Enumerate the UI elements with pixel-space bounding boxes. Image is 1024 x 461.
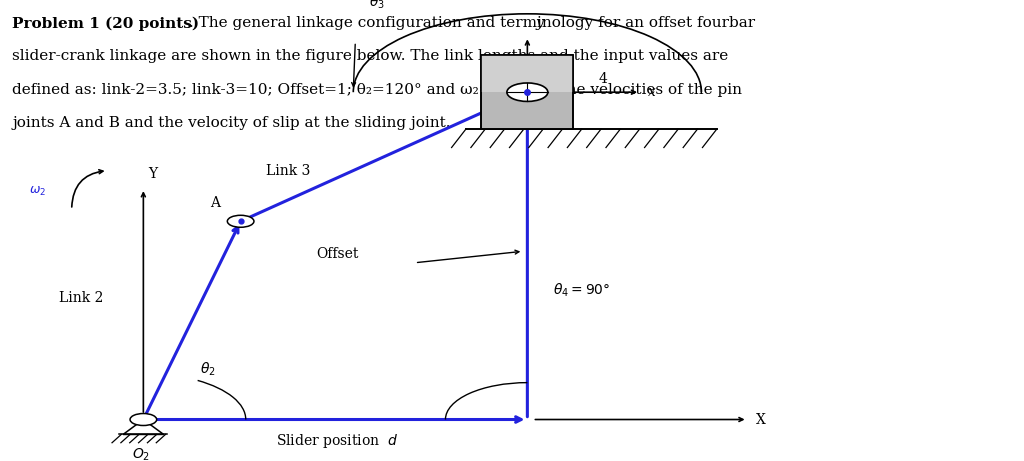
- Text: Link 3: Link 3: [266, 164, 310, 178]
- Text: y: y: [536, 16, 544, 30]
- Text: joints A and B and the velocity of slip at the sliding joint.: joints A and B and the velocity of slip …: [12, 116, 451, 130]
- Text: $\theta_3$: $\theta_3$: [369, 0, 384, 12]
- Circle shape: [507, 83, 548, 101]
- Bar: [481, 55, 573, 129]
- Text: $\omega_2$: $\omega_2$: [29, 184, 46, 198]
- Circle shape: [130, 414, 157, 426]
- Text: defined as: link-2=3.5; link-3=10; Offset=1; θ₂=120° and ω₂=24. Find the velocit: defined as: link-2=3.5; link-3=10; Offse…: [12, 83, 742, 96]
- Text: Y: Y: [148, 167, 158, 181]
- Text: Slider position  $d$: Slider position $d$: [276, 432, 398, 450]
- Text: Offset: Offset: [316, 247, 358, 261]
- Text: Problem 1 (20 points): Problem 1 (20 points): [12, 16, 200, 30]
- Text: 4: 4: [599, 72, 608, 86]
- Text: Link 2: Link 2: [59, 291, 103, 305]
- Text: x: x: [648, 85, 656, 99]
- Text: A: A: [210, 196, 220, 211]
- Text: X: X: [756, 413, 766, 426]
- Text: B: B: [481, 70, 492, 84]
- Bar: [481, 55, 573, 92]
- Text: . The general linkage configuration and terminology for an offset fourbar: . The general linkage configuration and …: [189, 16, 756, 30]
- Text: $\theta_2$: $\theta_2$: [200, 361, 215, 378]
- Bar: [481, 55, 573, 129]
- Text: slider-crank linkage are shown in the figure below. The link lengths and the inp: slider-crank linkage are shown in the fi…: [12, 49, 728, 63]
- Text: $\theta_4 = 90°$: $\theta_4 = 90°$: [553, 282, 610, 300]
- Circle shape: [227, 215, 254, 227]
- Text: $O_2$: $O_2$: [132, 447, 151, 461]
